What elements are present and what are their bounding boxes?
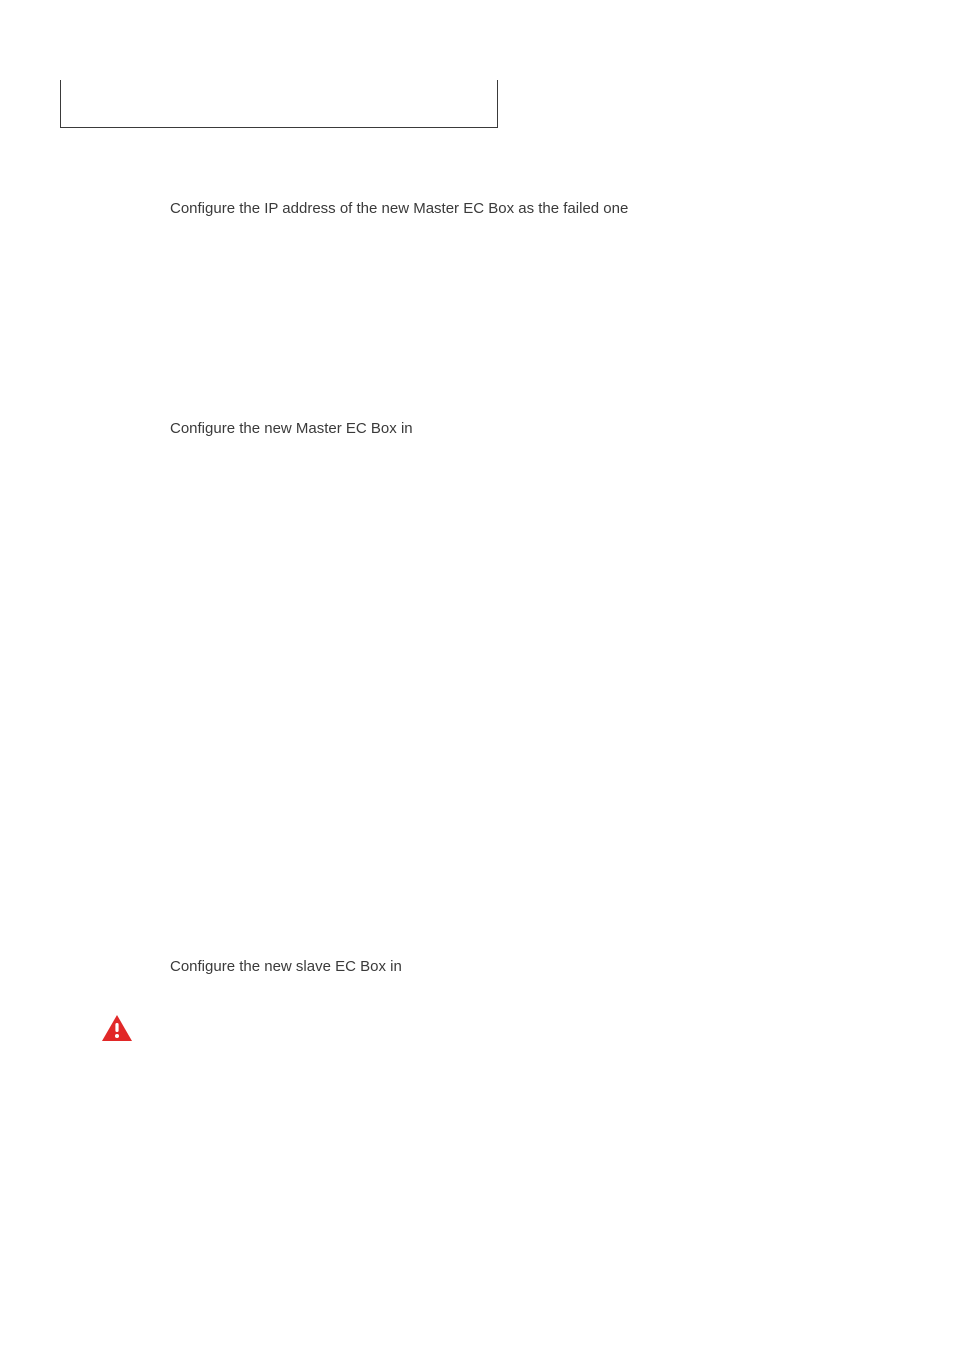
text: Configure the IP address of the new Mast… <box>170 200 628 217</box>
page: Configure the IP address of the new Mast… <box>0 0 954 1350</box>
warning-icon <box>102 1015 132 1041</box>
text: Configure the new slave EC Box in <box>170 958 402 975</box>
empty-table-cell <box>60 80 498 128</box>
warning-icon-wrap <box>102 1015 132 1041</box>
warning-bang-bar <box>115 1023 118 1032</box>
text: Configure the new Master EC Box in <box>170 420 413 437</box>
warning-bang-dot <box>115 1034 119 1038</box>
